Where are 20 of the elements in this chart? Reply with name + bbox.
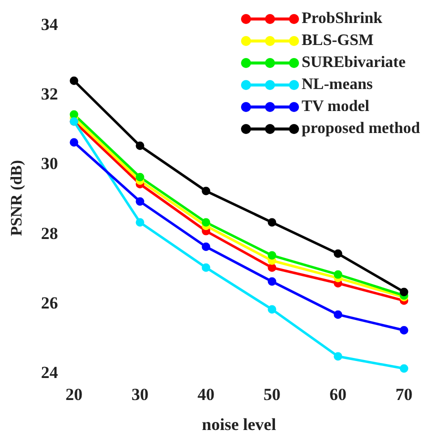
y-tick-label: 30 bbox=[41, 154, 58, 174]
legend-label: BLS-GSM bbox=[302, 32, 374, 50]
x-tick-label: 70 bbox=[396, 385, 412, 404]
x-tick-label: 50 bbox=[264, 385, 280, 404]
legend-label: NL-means bbox=[302, 76, 373, 94]
x-axis-title: noise level bbox=[202, 415, 276, 434]
y-tick-label: 32 bbox=[41, 84, 58, 104]
x-tick-label: 40 bbox=[198, 385, 214, 404]
x-tick-label: 60 bbox=[330, 385, 346, 404]
y-tick-label: 24 bbox=[41, 363, 58, 382]
y-tick-label: 28 bbox=[41, 224, 58, 243]
legend-label: proposed method bbox=[302, 120, 420, 138]
legend-label: TV model bbox=[302, 98, 370, 116]
y-axis-title: PSNR (dB) bbox=[8, 160, 26, 236]
x-tick-label: 30 bbox=[132, 385, 148, 404]
x-tick-label: 20 bbox=[66, 385, 82, 404]
legend-label: SUREbivariate bbox=[302, 54, 406, 72]
y-tick-label: 34 bbox=[41, 15, 58, 34]
y-tick-label: 26 bbox=[41, 293, 58, 312]
legend-label: ProbShrink bbox=[302, 10, 382, 28]
